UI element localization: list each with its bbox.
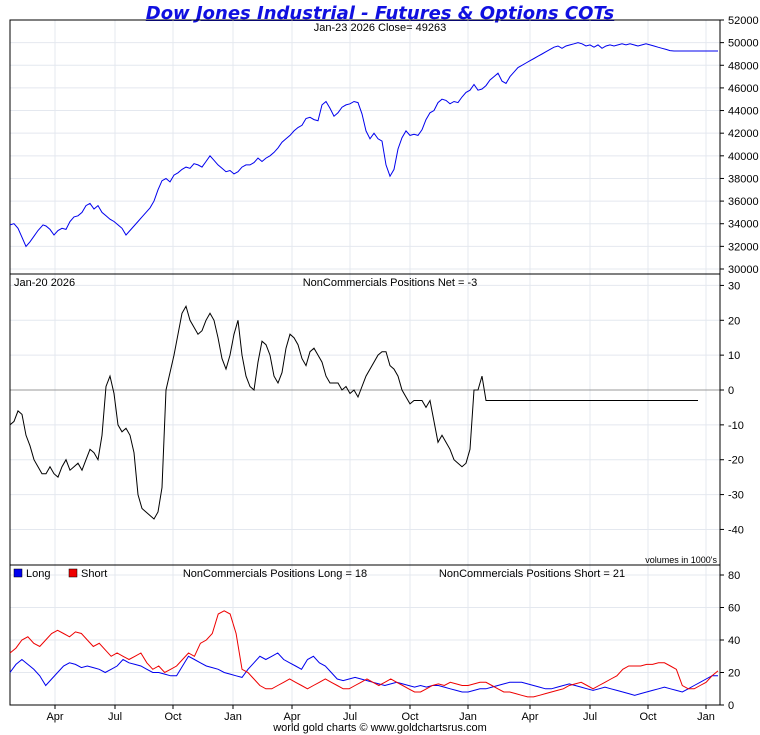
- y-tick-label: 46000: [728, 83, 759, 95]
- y-tick-label: 34000: [728, 219, 759, 231]
- footer-credit: world gold charts © www.goldchartsrus.co…: [273, 722, 487, 734]
- y-tick-label: 48000: [728, 60, 759, 72]
- legend-swatch-short: [68, 568, 78, 578]
- y-tick-label: 50000: [728, 38, 759, 50]
- y-tick-label: 36000: [728, 196, 759, 208]
- x-tick-label: Jan: [459, 711, 477, 723]
- panel-frame: [9, 19, 721, 275]
- x-tick-label: Jul: [343, 711, 357, 723]
- y-tick-label: 52000: [728, 15, 759, 27]
- x-tick-label: Oct: [639, 711, 656, 723]
- legend-swatch-long: [13, 568, 23, 578]
- x-tick-label: Jan: [697, 711, 715, 723]
- y-tick-label: 42000: [728, 128, 759, 140]
- price-line: [9, 42, 718, 248]
- net-positions-line: [9, 305, 698, 520]
- chart-title: Dow Jones Industrial - Futures & Options…: [145, 3, 615, 24]
- y-tick-label: 40000: [728, 151, 759, 163]
- long-header: NonCommercials Positions Long = 18: [183, 568, 367, 580]
- y-tick-label: 20: [728, 668, 740, 680]
- y-tick-label: 20: [728, 315, 740, 327]
- y-tick-label: 30: [728, 280, 740, 292]
- volume-note: volumes in 1000's: [645, 555, 717, 565]
- y-tick-label: -30: [728, 490, 744, 502]
- y-tick-label: 40: [728, 635, 740, 647]
- x-tick-label: Apr: [521, 711, 538, 723]
- net-header: NonCommercials Positions Net = -3: [303, 277, 478, 289]
- x-tick-label: Jan: [224, 711, 242, 723]
- y-tick-label: -20: [728, 455, 744, 467]
- y-tick-label: 80: [728, 570, 740, 582]
- y-tick-label: 38000: [728, 173, 759, 185]
- x-tick-label: Jul: [108, 711, 122, 723]
- x-tick-label: Oct: [164, 711, 181, 723]
- y-tick-label: 60: [728, 603, 740, 615]
- long-positions-line: [9, 652, 718, 696]
- panel-frame: [9, 564, 721, 706]
- x-tick-label: Apr: [283, 711, 300, 723]
- net-date-label: Jan-20 2026: [14, 277, 75, 289]
- y-tick-label: -10: [728, 420, 744, 432]
- legend-label-short: Short: [81, 568, 107, 580]
- short-positions-line: [9, 610, 719, 698]
- x-tick-label: Jul: [583, 711, 597, 723]
- y-tick-label: 30000: [728, 264, 759, 276]
- y-tick-label: 0: [728, 385, 734, 397]
- x-tick-label: Oct: [401, 711, 418, 723]
- panel-frame: [9, 273, 721, 566]
- short-header: NonCommercials Positions Short = 21: [439, 568, 625, 580]
- legend-label-long: Long: [26, 568, 50, 580]
- x-tick-label: Apr: [46, 711, 63, 723]
- y-tick-label: 0: [728, 700, 734, 712]
- price-header: Jan-23 2026 Close= 49263: [314, 22, 446, 34]
- y-tick-label: 10: [728, 350, 740, 362]
- y-tick-label: 32000: [728, 241, 759, 253]
- y-tick-label: 44000: [728, 106, 759, 118]
- y-tick-label: -40: [728, 524, 744, 536]
